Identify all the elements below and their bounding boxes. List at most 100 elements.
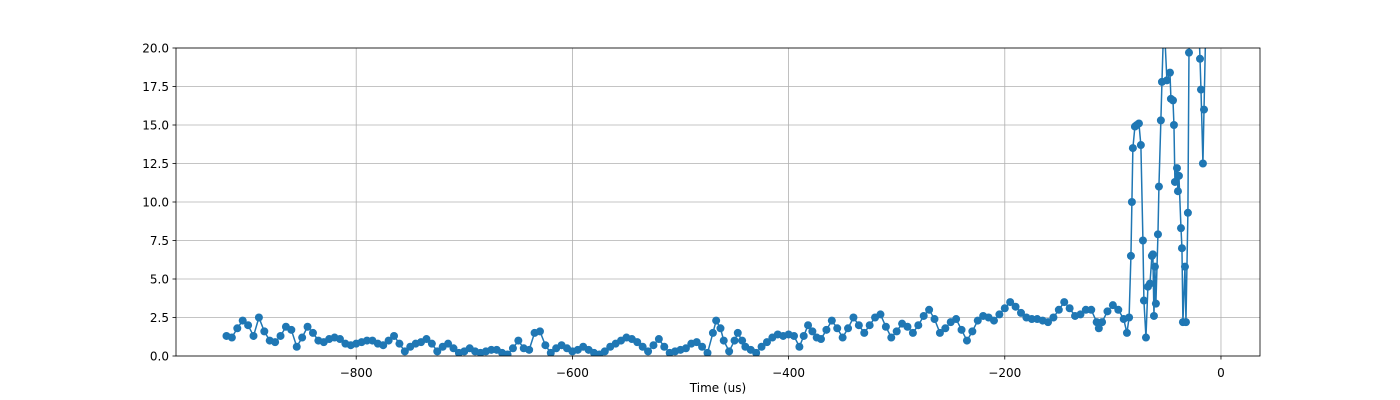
data-point xyxy=(738,336,747,345)
data-point xyxy=(400,347,409,356)
y-tick-label: 20.0 xyxy=(142,42,169,56)
data-point xyxy=(1187,0,1195,6)
data-point xyxy=(1183,208,1192,217)
x-tick-label: −200 xyxy=(988,366,1021,380)
data-point xyxy=(795,342,804,351)
data-point xyxy=(887,333,896,342)
data-line xyxy=(226,48,1207,356)
y-tick-label: 12.5 xyxy=(142,157,169,171)
data-point xyxy=(892,327,901,336)
data-point xyxy=(525,345,534,354)
data-point xyxy=(1076,310,1085,319)
data-point xyxy=(1196,54,1205,63)
data-point xyxy=(1176,224,1185,233)
data-point xyxy=(935,328,944,337)
data-point xyxy=(1136,141,1145,150)
data-point xyxy=(254,313,263,322)
data-point xyxy=(1060,298,1069,307)
data-point xyxy=(833,324,842,333)
data-point xyxy=(1128,144,1137,153)
data-point xyxy=(1174,171,1183,180)
data-point xyxy=(1160,13,1168,21)
y-tick-label: 7.5 xyxy=(150,234,169,248)
data-point xyxy=(957,325,966,334)
data-point xyxy=(514,336,523,345)
data-point xyxy=(422,335,431,344)
data-point xyxy=(804,321,813,330)
ticks: −800 −600 −400 −200 0 0.0 2.5 5.0 7.5 10.0 12.5 15.… xyxy=(142,42,1225,381)
y-tick-label: 0.0 xyxy=(150,350,169,364)
data-point xyxy=(941,324,950,333)
data-point xyxy=(1153,230,1162,239)
data-point xyxy=(308,328,317,337)
data-point xyxy=(1165,68,1174,77)
data-point xyxy=(1006,298,1015,307)
data-point xyxy=(822,325,831,334)
data-point xyxy=(692,338,701,347)
data-point xyxy=(633,338,642,347)
data-point xyxy=(1172,164,1181,173)
data-point xyxy=(1181,318,1190,327)
data-point xyxy=(719,336,728,345)
data-point xyxy=(817,335,826,344)
data-point xyxy=(541,341,550,350)
data-point xyxy=(298,333,307,342)
data-point xyxy=(1114,305,1123,314)
data-point xyxy=(1148,250,1157,259)
data-point xyxy=(1177,244,1186,253)
data-point xyxy=(1194,0,1202,6)
data-point xyxy=(449,344,458,353)
data-point xyxy=(1011,302,1020,311)
data-point xyxy=(1108,301,1117,310)
data-point xyxy=(287,325,296,334)
data-point xyxy=(1149,311,1158,320)
data-point xyxy=(860,328,869,337)
data-point xyxy=(1196,85,1205,94)
data-point xyxy=(1126,251,1135,260)
data-point xyxy=(1139,296,1148,305)
data-point xyxy=(1184,48,1193,57)
data-point xyxy=(644,347,653,356)
data-point xyxy=(427,339,436,348)
data-point xyxy=(276,331,285,340)
data-point xyxy=(881,322,890,331)
y-tick-label: 10.0 xyxy=(142,196,169,210)
data-point xyxy=(952,315,961,324)
data-point xyxy=(712,316,721,325)
data-point xyxy=(1000,304,1009,313)
data-point xyxy=(1103,307,1112,316)
data-point xyxy=(1098,318,1107,327)
data-point xyxy=(1145,279,1154,288)
data-point xyxy=(908,328,917,337)
plot-area xyxy=(222,0,1209,356)
data-point xyxy=(1151,299,1160,308)
data-point xyxy=(962,336,971,345)
data-point xyxy=(384,336,393,345)
data-point xyxy=(1180,262,1189,271)
data-point xyxy=(1154,182,1163,191)
data-point xyxy=(1065,304,1074,313)
data-point xyxy=(968,327,977,336)
data-point xyxy=(854,321,863,330)
data-point xyxy=(433,347,442,356)
data-point xyxy=(292,342,301,351)
data-point xyxy=(1138,236,1147,245)
data-point xyxy=(1044,318,1053,327)
x-tick-label: −800 xyxy=(340,366,373,380)
data-point xyxy=(716,324,725,333)
data-point xyxy=(535,327,544,336)
y-tick-label: 2.5 xyxy=(150,311,169,325)
data-point xyxy=(989,316,998,325)
data-point xyxy=(303,322,312,331)
data-point xyxy=(654,335,663,344)
data-point xyxy=(925,305,934,314)
grid xyxy=(176,47,1260,357)
x-tick-label: 0 xyxy=(1217,366,1225,380)
data-point xyxy=(681,344,690,353)
data-point xyxy=(390,331,399,340)
data-point xyxy=(698,342,707,351)
data-point xyxy=(546,348,555,356)
data-point xyxy=(838,333,847,342)
data-point xyxy=(1016,308,1025,317)
y-tick-label: 15.0 xyxy=(142,119,169,133)
